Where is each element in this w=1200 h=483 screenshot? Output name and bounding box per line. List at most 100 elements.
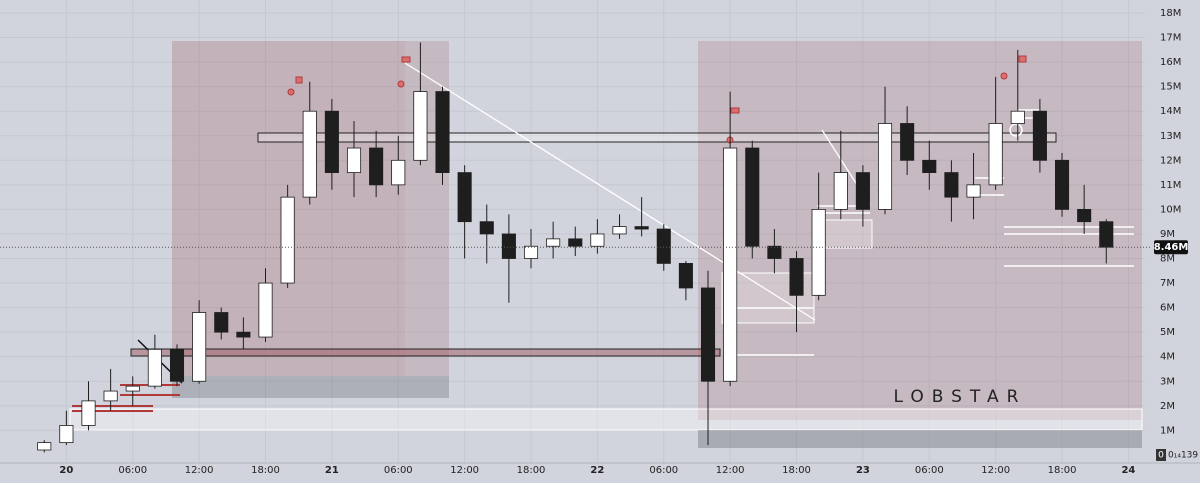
candle-body [501,233,516,259]
x-tick-label: 12:00 [981,465,1010,476]
candle-body [37,442,52,451]
candle-body [324,110,339,173]
zone [698,41,1142,420]
markers [287,55,1027,144]
y-tick-label: 14M [1160,106,1181,117]
y-tick-label: 17M [1160,33,1181,44]
candle-body [457,172,472,223]
y-tick-label: 2M [1160,401,1175,412]
candle-body [369,147,384,186]
x-tick-label: 12:00 [450,465,479,476]
candle-body [523,245,539,259]
level-box [130,348,721,357]
y-tick-label: 11M [1160,180,1181,191]
x-tick-label: 06:00 [118,465,147,476]
candle-body [1032,110,1047,161]
candle-body [59,425,74,444]
candle-body [258,282,273,338]
candle-body [280,196,295,284]
y-tick-label: 15M [1160,82,1181,93]
candle-body [656,228,671,264]
corner-label: 0 [1158,451,1164,461]
candle-body [922,159,937,173]
y-tick-label: 13M [1160,131,1181,142]
candle-body [346,147,362,173]
candle-body [877,123,893,210]
candle-body [413,91,428,161]
candle-body [125,385,140,392]
x-tick-label: 22 [590,465,604,476]
y-tick-label: 12M [1160,155,1181,166]
candle-body [767,245,782,259]
x-tick-label: 06:00 [649,465,678,476]
zone [172,376,449,398]
x-tick-label: 20 [59,465,73,476]
trend-line [404,62,816,321]
candle-body [634,226,649,230]
candle-body [833,172,848,210]
y-tick-label: 7M [1160,278,1175,289]
y-tick-label: 3M [1160,376,1175,387]
zone [69,408,1143,431]
corner-box [1156,449,1166,461]
candle-body [988,123,1003,186]
annotation: LOBSTAR [894,387,1027,407]
x-tick-label: 18:00 [251,465,280,476]
candle-body [900,123,915,161]
candle-body [855,172,870,210]
candle-body [1010,110,1025,124]
y-tick-label: 16M [1160,57,1181,68]
candle-body [103,390,118,402]
candle-body [811,209,826,296]
candle-body [590,233,605,247]
y-tick-label: 4M [1160,352,1175,363]
candle-body [723,147,738,382]
x-tick-label: 18:00 [517,465,546,476]
x-tick-label: 21 [325,465,339,476]
candle-body [435,91,450,173]
candle-body [236,331,251,338]
candle-body [612,226,627,235]
candle-body [192,312,207,382]
x-tick-label: 12:00 [716,465,745,476]
y-tick-label: 9M [1160,229,1175,240]
candle-body [568,238,583,247]
marker [1009,123,1023,137]
candle-body [302,110,317,198]
candle-body [966,184,981,198]
candle-body [169,348,185,382]
candle-body [1054,159,1070,210]
x-tick-label: 24 [1121,465,1135,476]
candle-body [789,258,804,296]
price-label-bg [1154,240,1188,255]
x-tick-label: 23 [856,465,870,476]
drawings [69,41,1143,448]
candle-body [1077,209,1092,223]
candle-body [700,287,716,382]
candle-body [479,221,494,235]
candle-body [1099,221,1114,248]
candle-body [546,238,561,247]
price-label: 8.46M [1154,242,1189,253]
candle-body [391,159,406,186]
y-tick-label: 8M [1160,254,1175,265]
x-tick-label: 06:00 [915,465,944,476]
x-tick-label: 06:00 [384,465,413,476]
y-tick-label: 6M [1160,303,1175,314]
candle-body [214,312,229,333]
zone [698,430,1142,448]
level-box [257,132,1057,143]
y-tick-label: 10M [1160,204,1181,215]
x-tick-label: 18:00 [782,465,811,476]
candle-body [678,263,693,289]
candle-body [944,172,959,198]
y-tick-label: 1M [1160,425,1175,436]
x-tick-label: 12:00 [185,465,214,476]
x-tick-label: 18:00 [1048,465,1077,476]
candle-body [81,400,96,426]
candle-body [147,348,162,387]
corner-label: 0₁₄139 [1168,451,1198,461]
candle-body [745,147,760,247]
y-tick-label: 5M [1160,327,1175,338]
